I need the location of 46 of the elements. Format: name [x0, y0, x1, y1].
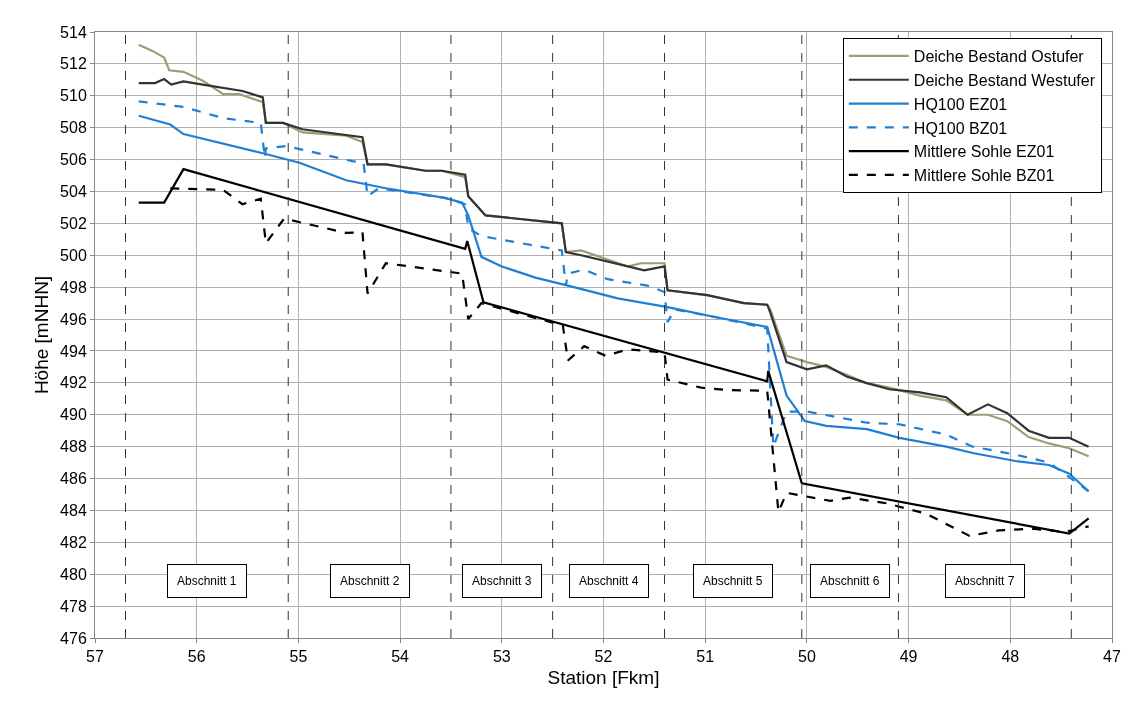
legend-label: Mittlere Sohle EZ01	[913, 143, 1055, 161]
x-tick-label: 51	[696, 648, 715, 666]
y-tick-label: 502	[60, 214, 87, 232]
annotation: Abschnitt 3	[472, 574, 532, 588]
y-tick-label: 508	[60, 119, 87, 137]
y-tick-label: 490	[60, 406, 87, 424]
y-tick-label: 488	[60, 438, 87, 456]
x-tick-label: 47	[1103, 648, 1121, 666]
legend-label: Deiche Bestand Westufer	[913, 72, 1096, 89]
y-tick-label: 492	[60, 374, 87, 392]
y-tick-label: 514	[60, 23, 87, 41]
y-tick-label: 476	[60, 629, 87, 647]
annotation: Abschnitt 7	[955, 574, 1015, 588]
x-tick-label: 49	[899, 648, 918, 666]
x-axis-title: Station [Fkm]	[547, 667, 660, 688]
y-tick-label: 486	[60, 470, 87, 488]
x-tick-label: 56	[187, 648, 206, 666]
y-tick-label: 512	[60, 55, 87, 73]
x-tick-label: 55	[289, 648, 308, 666]
y-tick-label: 484	[60, 502, 87, 520]
y-axis-title: Höhe [mNHN]	[30, 275, 52, 395]
y-tick-label: 506	[60, 151, 87, 169]
legend-label: Mittlere Sohle BZ01	[913, 167, 1055, 185]
legend-label: Deiche Bestand Ostufer	[913, 48, 1085, 66]
y-tick-label: 482	[60, 533, 87, 551]
legend-label: HQ100 EZ01	[913, 95, 1008, 113]
legend-label: HQ100 BZ01	[913, 119, 1008, 137]
x-tick-label: 50	[798, 648, 816, 666]
y-tick-label: 480	[60, 565, 87, 583]
x-tick-label: 48	[1001, 648, 1020, 666]
annotation: Abschnitt 4	[579, 574, 639, 588]
x-tick-label: 52	[594, 648, 613, 666]
y-tick-label: 496	[60, 310, 87, 328]
y-tick-label: 500	[60, 246, 87, 264]
annotation: Abschnitt 5	[703, 574, 763, 588]
annotation: Abschnitt 2	[340, 574, 400, 588]
annotation: Abschnitt 6	[820, 574, 880, 588]
y-tick-label: 498	[60, 278, 87, 296]
x-tick-label: 57	[86, 648, 104, 666]
y-tick-label: 478	[60, 597, 87, 615]
y-tick-label: 510	[60, 87, 87, 105]
annotation: Abschnitt 1	[177, 574, 237, 588]
y-tick-label: 494	[60, 342, 87, 360]
y-tick-label: 504	[60, 183, 87, 201]
x-tick-label: 53	[492, 648, 511, 666]
x-tick-label: 54	[391, 648, 410, 666]
